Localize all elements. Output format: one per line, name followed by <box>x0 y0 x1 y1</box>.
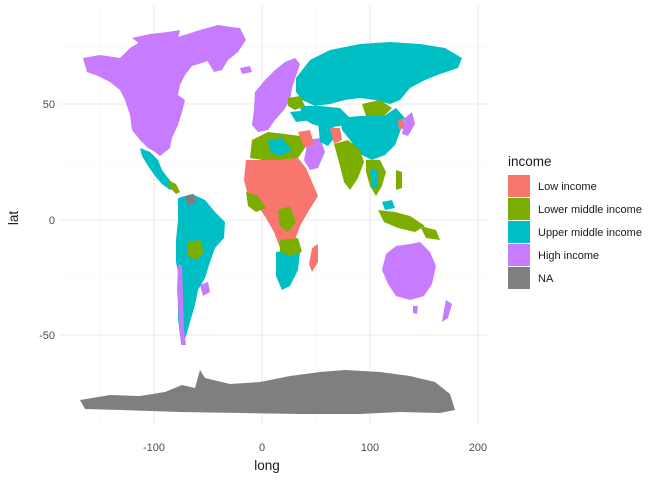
region-greenland <box>200 26 246 72</box>
x-tick-label: 200 <box>469 442 487 454</box>
region-tasmania <box>413 306 418 314</box>
region-malaysia <box>382 200 395 210</box>
region-afghanistan <box>330 128 342 144</box>
x-tick-label: 100 <box>361 442 379 454</box>
legend-title: income <box>508 154 552 169</box>
region-russia <box>296 42 462 106</box>
legend-key-lower-middle-income <box>508 198 530 220</box>
region-indonesia <box>378 210 425 232</box>
legend-label: Low income <box>538 181 597 193</box>
region-ukraine <box>288 96 305 110</box>
legend-key-high-income <box>508 244 530 266</box>
region-north-korea <box>398 118 404 130</box>
y-axis-ticks: 50 0 -50 <box>39 99 55 342</box>
region-uruguay-chile <box>200 282 210 296</box>
y-tick-label: 50 <box>43 99 55 111</box>
region-algeria-libya <box>268 138 292 156</box>
region-venezuela <box>185 194 196 206</box>
y-tick-label: -50 <box>39 330 55 342</box>
legend-label: Upper middle income <box>538 227 642 239</box>
region-turkey <box>290 110 312 122</box>
region-zambia-zimbabwe <box>280 238 302 256</box>
region-europe-high <box>252 58 300 132</box>
region-north-america-high <box>83 25 240 156</box>
region-new-zealand <box>442 300 452 322</box>
region-australia <box>382 242 436 300</box>
legend-key-low-income <box>508 175 530 197</box>
x-axis-title: long <box>254 458 280 473</box>
region-antarctica <box>80 370 455 414</box>
region-iceland <box>240 66 252 74</box>
region-central-africa-lower <box>278 206 296 232</box>
region-philippines <box>396 170 402 190</box>
region-canadian-islands <box>132 30 180 44</box>
legend-label: High income <box>538 250 599 262</box>
y-tick-label: 0 <box>49 215 55 227</box>
region-south-america <box>176 194 225 344</box>
region-madagascar <box>309 244 318 272</box>
region-bolivia <box>188 240 204 260</box>
region-japan <box>402 112 415 136</box>
legend-label: NA <box>538 273 554 285</box>
legend: income Low income Lower middle income Up… <box>508 154 642 289</box>
region-central-america-lower <box>168 180 180 194</box>
region-mongolia <box>362 100 392 116</box>
region-south-asia <box>334 140 364 190</box>
legend-key-na <box>508 267 530 289</box>
x-axis-ticks: -100 0 100 200 <box>143 442 487 454</box>
x-tick-label: -100 <box>143 442 165 454</box>
region-thailand <box>370 170 378 188</box>
region-west-africa-lower <box>246 192 266 212</box>
legend-label: Lower middle income <box>538 204 642 216</box>
region-mexico <box>140 148 175 190</box>
region-chile-strip <box>177 265 186 345</box>
region-uk <box>262 96 270 112</box>
region-central-asia <box>300 106 350 128</box>
region-egypt-saudi <box>298 130 314 148</box>
region-middle-east-high <box>304 138 325 170</box>
y-axis-title: lat <box>6 211 21 226</box>
region-southern-africa <box>276 250 300 290</box>
x-tick-label: 0 <box>259 442 265 454</box>
region-africa-low <box>244 158 318 250</box>
legend-key-upper-middle-income <box>508 221 530 243</box>
region-new-guinea <box>420 226 440 240</box>
